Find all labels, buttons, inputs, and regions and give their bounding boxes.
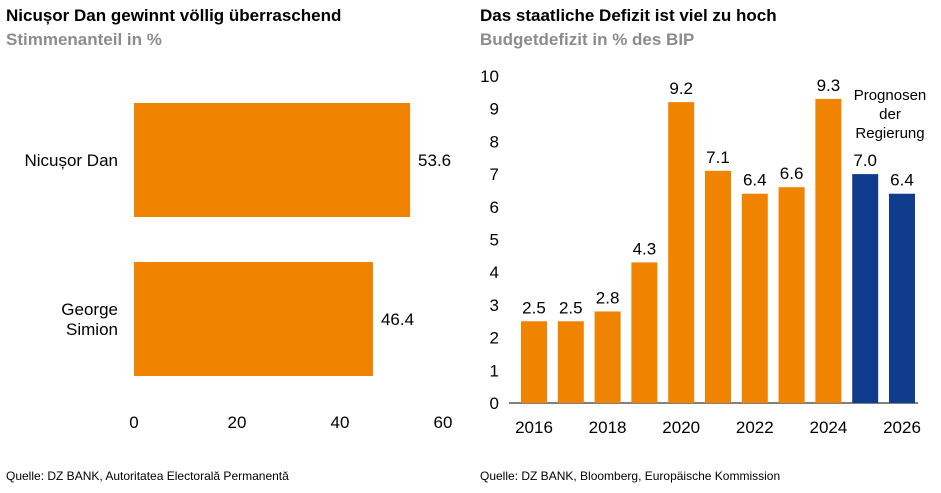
x-tick-label: 2022 [736, 418, 774, 437]
x-tick-label: 60 [434, 413, 453, 432]
right-chart-title: Das staatliche Defizit ist viel zu hoch [480, 6, 777, 25]
bar [705, 170, 731, 403]
y-tick-label: 5 [490, 231, 499, 250]
bar-value-label: 53.6 [418, 151, 451, 170]
bar-value-label: 6.4 [890, 171, 914, 190]
category-label: George Simion [61, 300, 118, 339]
y-tick-label: 10 [480, 67, 499, 86]
bar-value-label: 4.3 [633, 239, 657, 258]
x-tick-label: 2026 [883, 418, 921, 437]
x-tick-label: 2024 [809, 418, 847, 437]
left-chart-subtitle: Stimmenanteil in % [6, 30, 162, 49]
y-tick-label: 7 [490, 165, 499, 184]
bar [557, 321, 584, 403]
bar-value-label: 2.5 [522, 298, 546, 317]
x-tick-label: 20 [228, 413, 247, 432]
y-tick-label: 6 [490, 198, 499, 217]
bar [134, 103, 411, 217]
bar [134, 262, 373, 376]
bar [668, 102, 695, 403]
bar-value-label: 7.1 [706, 148, 730, 167]
left-chart-source: Quelle: DZ BANK, Autoritatea Electorală … [6, 469, 289, 483]
y-tick-label: 9 [490, 100, 499, 119]
bar-value-label: 7.0 [853, 151, 877, 170]
right-chart-subtitle: Budgetdefizit in % des BIP [480, 30, 695, 49]
bar-value-label: 9.3 [817, 76, 841, 95]
bar-value-label: 2.5 [559, 298, 583, 317]
bar-value-label: 46.4 [381, 310, 414, 329]
bar-value-label: 6.6 [780, 164, 804, 183]
y-tick-label: 3 [490, 296, 499, 315]
right-bar-chart: 0 1 2 3 4 5 6 7 8 9 10 2.5 2.5 2.8 4.3 9.2 7.1 6.4 6.6 9.3 7… [480, 67, 926, 437]
right-chart-source: Quelle: DZ BANK, Bloomberg, Europäische … [480, 469, 781, 483]
bar [815, 98, 842, 403]
bar-value-label: 9.2 [669, 79, 693, 98]
bar [521, 321, 547, 403]
bar [889, 193, 915, 403]
x-tick-label: 0 [129, 413, 138, 432]
bar [631, 262, 658, 403]
bar-value-label: 6.4 [743, 171, 767, 190]
x-tick-label: 2018 [589, 418, 627, 437]
x-tick-label: 2020 [662, 418, 700, 437]
bar [741, 193, 768, 403]
forecast-annotation: Prognosen der Regierung [854, 87, 927, 142]
x-tick-label: 40 [331, 413, 350, 432]
y-tick-label: 1 [490, 361, 499, 380]
y-tick-label: 8 [490, 132, 499, 151]
left-chart-title: Nicușor Dan gewinnt völlig überraschend [6, 6, 342, 25]
bar-value-label: 2.8 [596, 288, 620, 307]
left-bar-chart: 53.6 Nicușor Dan 46.4 George Simion 0 20 40 60 [24, 103, 452, 432]
y-tick-label: 0 [490, 394, 499, 413]
bar [852, 174, 879, 403]
y-tick-label: 4 [490, 263, 499, 282]
x-tick-label: 2016 [515, 418, 553, 437]
y-tick-label: 2 [490, 329, 499, 348]
bar [594, 311, 621, 403]
bar [778, 187, 805, 403]
category-label: Nicușor Dan [24, 151, 118, 170]
